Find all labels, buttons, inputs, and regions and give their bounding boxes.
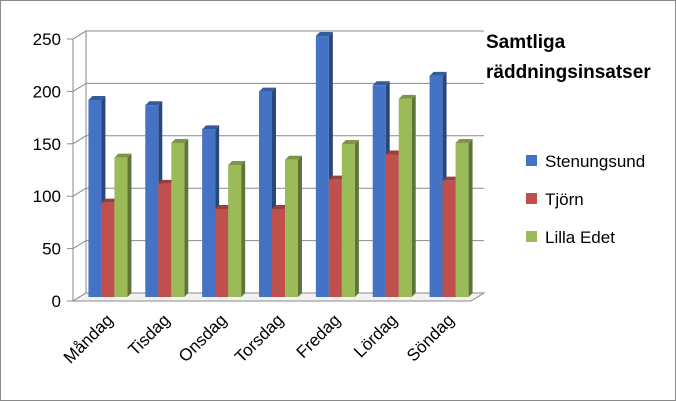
bar-lilla-edet-1: [171, 138, 189, 297]
x-axis-ticks: Måndag Tisdag Onsdag Torsdag Fredag Lördag Sön…: [60, 310, 458, 367]
bar-top-face: [88, 95, 106, 100]
bar-front-face: [171, 142, 185, 297]
bar-side-face: [411, 94, 416, 297]
bar-front-face: [228, 164, 242, 297]
bar-lilla-edet-3: [285, 155, 302, 297]
bar-top-face: [372, 81, 390, 86]
gridline-side: [72, 30, 87, 40]
y-tick-label: 150: [33, 135, 61, 154]
y-tick-label: 200: [33, 82, 61, 101]
legend: Stenungsund Tjörn Lilla Edet: [526, 152, 645, 247]
bar-side-face: [468, 138, 473, 297]
bar-front-face: [429, 75, 443, 297]
bar-top-face: [215, 204, 233, 209]
y-tick-label: 50: [42, 240, 61, 259]
bar-top-face: [145, 101, 163, 106]
bar-front-face: [455, 142, 469, 297]
y-tick-label: 100: [33, 187, 61, 206]
bar-top-face: [158, 179, 176, 184]
x-tick-label: Tisdag: [125, 310, 174, 359]
bar-front-face: [285, 159, 298, 297]
bar-front-face: [101, 202, 115, 297]
bar-top-face: [429, 71, 447, 76]
gridline-side: [72, 82, 87, 92]
bar-top-face: [171, 138, 189, 143]
bar-top-face: [315, 32, 333, 37]
bar-front-face: [88, 99, 102, 297]
bar-front-face: [145, 105, 159, 297]
legend-swatch-lilla-edet: [526, 231, 537, 242]
bars: [88, 32, 473, 297]
y-axis-ticks: 0 50 100 150 200 250: [33, 30, 73, 311]
x-tick-label: Torsdag: [231, 310, 287, 366]
legend-swatch-tjorn: [526, 193, 537, 204]
legend-label-stenungsund: Stenungsund: [545, 152, 645, 171]
bar-front-face: [385, 154, 399, 297]
bar-front-face: [259, 91, 272, 297]
bar-front-face: [328, 179, 342, 297]
bar-top-face: [398, 94, 416, 99]
bar-side-face: [241, 160, 246, 297]
bar-front-face: [398, 98, 412, 297]
bar-front-face: [215, 208, 229, 297]
bar-top-face: [101, 198, 119, 203]
bar-lilla-edet-4: [341, 139, 359, 297]
bar-top-face: [328, 175, 346, 180]
bar-front-face: [114, 157, 128, 297]
bar-top-face: [272, 204, 289, 209]
bar-top-face: [202, 125, 220, 130]
bar-lilla-edet-5: [398, 94, 416, 297]
legend-label-tjorn: Tjörn: [545, 190, 584, 209]
bar-top-face: [442, 176, 460, 181]
y-tick-label: 250: [33, 30, 61, 49]
chart-title-line-2: räddningsinsatser: [486, 62, 651, 83]
gridline-side: [72, 135, 87, 145]
legend-label-lilla-edet: Lilla Edet: [545, 228, 615, 247]
side-wall: [72, 30, 87, 302]
bar-front-face: [372, 85, 386, 297]
x-tick-label: Fredag: [293, 310, 345, 362]
bar-side-face: [298, 155, 302, 297]
bar-top-face: [228, 160, 246, 165]
bar-side-face: [184, 138, 189, 297]
chart-title-line-1: Samtliga: [486, 32, 566, 53]
bar-side-face: [127, 153, 132, 297]
legend-swatch-stenungsund: [526, 155, 537, 166]
bar-front-face: [315, 36, 329, 297]
bar-front-face: [202, 129, 216, 297]
bar-side-face: [354, 139, 359, 297]
bar-front-face: [272, 208, 285, 297]
x-tick-label: Söndag: [403, 310, 458, 365]
bar-front-face: [158, 183, 172, 297]
bar-top-face: [259, 87, 276, 92]
bar-lilla-edet-2: [228, 160, 246, 297]
gridline-side: [72, 187, 87, 197]
bar-lilla-edet-6: [455, 138, 473, 297]
gridline-side: [72, 240, 87, 250]
bar-top-face: [285, 155, 302, 160]
bar-lilla-edet-0: [114, 153, 132, 297]
bar-top-face: [341, 139, 359, 144]
x-tick-label: Måndag: [60, 310, 117, 367]
bar-top-face: [455, 138, 473, 143]
x-tick-label: Onsdag: [175, 310, 231, 366]
y-tick-label: 0: [52, 292, 61, 311]
bar-top-face: [385, 150, 403, 155]
x-tick-label: Lördag: [350, 310, 401, 361]
bar-top-face: [114, 153, 132, 158]
bar-front-face: [341, 143, 355, 297]
bar-front-face: [442, 180, 456, 297]
